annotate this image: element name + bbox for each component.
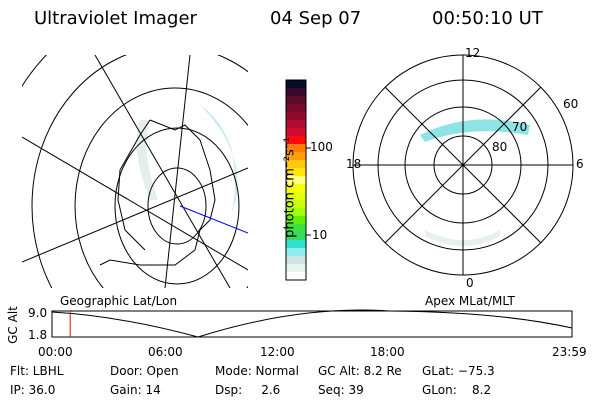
info-seq: Seq: 39	[318, 383, 364, 397]
ring-80: 80	[492, 140, 508, 154]
left-map-title: Geographic Lat/Lon	[60, 294, 178, 308]
colorbar-segment	[286, 176, 306, 185]
info-filter: Flt: LBHL	[10, 364, 64, 378]
colorbar-segment	[286, 248, 306, 257]
colorbar-segment	[286, 168, 306, 177]
date: 04 Sep 07	[270, 8, 362, 29]
polar-map	[352, 54, 574, 276]
ring-70: 70	[512, 120, 528, 134]
colorbar-segment	[286, 232, 306, 241]
polar-label-18: 18	[346, 157, 362, 171]
colorbar-segment	[286, 264, 306, 273]
colorbar-segment	[286, 240, 306, 249]
info-mode: Mode: Normal	[215, 364, 299, 378]
info-gcalt: GC Alt: 8.2 Re	[318, 364, 402, 378]
xtick-2: 12:00	[260, 345, 295, 359]
colorbar-segment	[286, 80, 306, 89]
xtick-1: 06:00	[148, 345, 183, 359]
colorbar-tick-100: 100	[310, 140, 333, 154]
polar-label-12: 12	[465, 46, 481, 60]
xtick-4: 23:59	[552, 345, 587, 359]
colorbar-segment	[286, 224, 306, 233]
time: 00:50:10 UT	[432, 8, 543, 29]
instrument-title: Ultraviolet Imager	[34, 8, 197, 29]
colorbar-segment	[286, 272, 306, 281]
xtick-3: 18:00	[370, 345, 405, 359]
ytick-1.8: 1.8	[28, 328, 48, 342]
colorbar-segment	[286, 216, 306, 225]
info-glat: GLat: −75.3	[422, 364, 495, 378]
colorbar-segment	[286, 128, 306, 137]
colorbar-segment	[286, 208, 306, 217]
colorbar-segment	[286, 192, 306, 201]
geographic-map	[22, 55, 248, 288]
info-ip: IP: 36.0	[10, 383, 56, 397]
colorbar-segment	[286, 160, 306, 169]
colorbar-segment	[286, 136, 306, 145]
colorbar-segment	[286, 200, 306, 209]
info-glon: GLon: 8.2	[422, 383, 492, 397]
colorbar	[286, 80, 306, 281]
colorbar-label: photon cm⁻²s⁻¹	[282, 137, 298, 238]
colorbar-segment	[286, 152, 306, 161]
colorbar-segment	[286, 144, 306, 153]
info-door: Door: Open	[110, 364, 179, 378]
colorbar-segment	[286, 112, 306, 121]
altitude-curve	[51, 309, 573, 338]
colorbar-segment	[286, 256, 306, 265]
colorbar-segment	[286, 104, 306, 113]
right-map-title: Apex MLat/MLT	[425, 294, 515, 308]
colorbar-segment	[286, 96, 306, 105]
colorbar-tick-10: 10	[312, 228, 328, 242]
ytick-9: 9.0	[28, 306, 48, 320]
alt-ylabel: GC Alt	[5, 306, 20, 344]
polar-label-0: 0	[466, 276, 474, 290]
xtick-0: 00:00	[38, 345, 73, 359]
info-dsp: Dsp: 2.6	[215, 383, 281, 397]
polar-label-6: 6	[576, 157, 584, 171]
ring-60: 60	[563, 97, 579, 111]
colorbar-segment	[286, 184, 306, 193]
info-gain: Gain: 14	[110, 383, 161, 397]
colorbar-segment	[286, 120, 306, 129]
colorbar-segment	[286, 88, 306, 97]
